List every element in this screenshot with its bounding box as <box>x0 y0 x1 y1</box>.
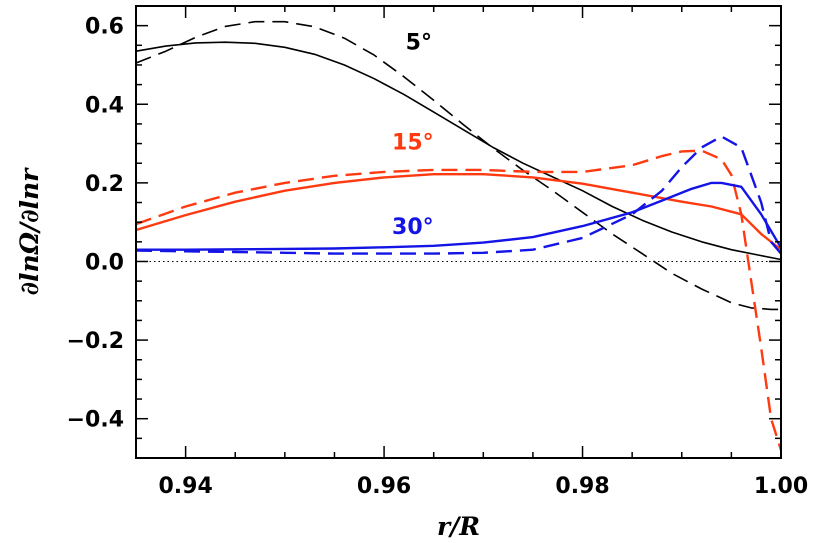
y-tick-label: 0.4 <box>85 93 124 118</box>
y-tick-label: −0.4 <box>67 408 124 433</box>
plot-frame <box>135 5 782 459</box>
y-tick-label: 0.2 <box>85 172 124 197</box>
series-line-1 <box>135 41 782 261</box>
series-line-3 <box>135 173 782 251</box>
series-line-2 <box>135 20 781 311</box>
x-tick-label: 0.98 <box>555 474 609 499</box>
annotations: 5° 15° 30° <box>392 30 434 240</box>
series-annotation-label: 30° <box>392 215 434 240</box>
y-tick-label: −0.2 <box>67 329 124 354</box>
y-tick-label: 0.0 <box>85 250 124 275</box>
series-annotation-label: 5° <box>406 30 432 55</box>
x-tick-label: 0.94 <box>158 474 212 499</box>
x-tick-label: 0.96 <box>357 474 411 499</box>
plot-area <box>135 20 783 451</box>
axis-labels: r/R ∂lnΩ/∂lnr <box>15 167 480 541</box>
series-annotation-label: 15° <box>392 131 434 156</box>
x-axis-label: r/R <box>437 512 480 541</box>
y-tick-label: 0.6 <box>85 15 124 40</box>
y-axis-label: ∂lnΩ/∂lnr <box>15 167 44 295</box>
x-tick-label: 1.00 <box>754 474 808 499</box>
series-line-5 <box>136 181 783 251</box>
axis-ticks: 0.94 0.96 0.98 1.00 −0.4 −0.2 0.0 0.2 0.4 0.6 <box>67 5 808 499</box>
series-line-4 <box>135 149 783 451</box>
series-line-6 <box>135 135 782 255</box>
